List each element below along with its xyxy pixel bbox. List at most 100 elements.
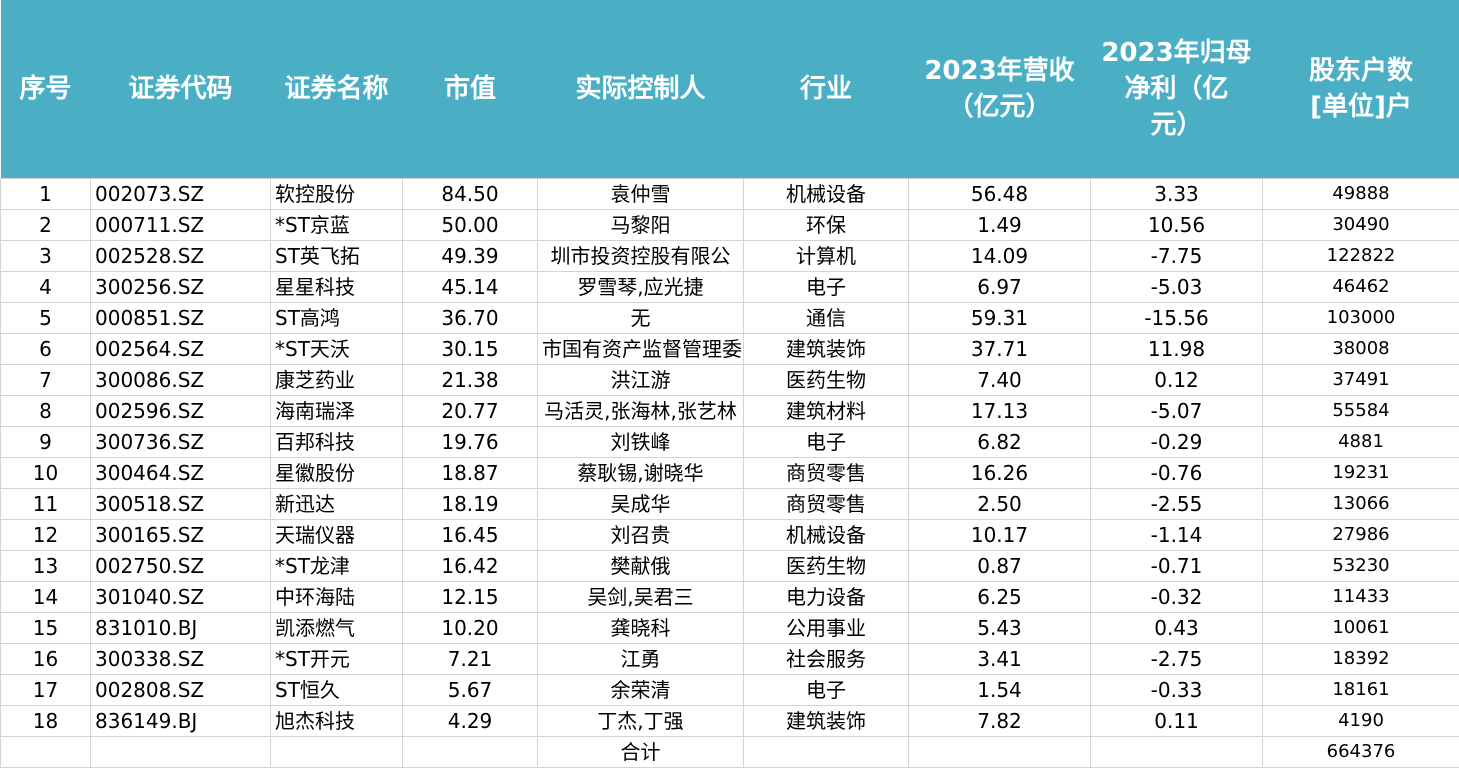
cell: 45.14 [402, 271, 538, 303]
cell: 20.77 [402, 395, 538, 427]
cell: 1 [0, 178, 91, 210]
header-cell: 证券代码 [90, 0, 271, 179]
cell: 002564.SZ [90, 333, 271, 365]
data-row: 6 002564.SZ *ST天沃 30.15 市国有资产监督管理委 建筑装饰 37.71 1… [0, 333, 1459, 365]
cell: 2.50 [908, 488, 1091, 520]
cell: 17.13 [908, 395, 1091, 427]
cell: 无 [537, 302, 744, 334]
cell: 18161 [1262, 674, 1459, 706]
cell: 圳市投资控股有限公 [537, 240, 744, 272]
cell: 1.54 [908, 674, 1091, 706]
cell: 300464.SZ [90, 457, 271, 489]
data-row: 3 002528.SZ ST英飞拓 49.39 圳市投资控股有限公 计算机 14.09 -7.… [0, 240, 1459, 272]
cell: 3.41 [908, 643, 1091, 675]
cell: 5.43 [908, 612, 1091, 644]
cell: 通信 [743, 302, 909, 334]
cell: 7 [0, 364, 91, 396]
cell: 建筑装饰 [743, 333, 909, 365]
cell [402, 736, 538, 768]
data-row: 12 300165.SZ 天瑞仪器 16.45 刘召贵 机械设备 10.17 -1.14 279… [0, 519, 1459, 551]
cell: 16 [0, 643, 91, 675]
cell: 1.49 [908, 209, 1091, 241]
cell: 10061 [1262, 612, 1459, 644]
cell: 002073.SZ [90, 178, 271, 210]
cell: 刘召贵 [537, 519, 744, 551]
cell: 机械设备 [743, 178, 909, 210]
cell: 000711.SZ [90, 209, 271, 241]
cell: 16.26 [908, 457, 1091, 489]
cell: 13066 [1262, 488, 1459, 520]
cell: -15.56 [1090, 302, 1263, 334]
cell: 30.15 [402, 333, 538, 365]
cell: 蔡耿锡,谢晓华 [537, 457, 744, 489]
total-row: 合计 664376 [0, 736, 1459, 768]
cell: 12 [0, 519, 91, 551]
cell: *ST京蓝 [270, 209, 403, 241]
cell: 海南瑞泽 [270, 395, 403, 427]
cell: ST高鸿 [270, 302, 403, 334]
cell: 余荣清 [537, 674, 744, 706]
cell: -5.03 [1090, 271, 1263, 303]
cell: 2 [0, 209, 91, 241]
cell: 马活灵,张海林,张艺林 [537, 395, 744, 427]
cell: 6.82 [908, 426, 1091, 458]
data-row: 9 300736.SZ 百邦科技 19.76 刘铁峰 电子 6.82 -0.29 4881 [0, 426, 1459, 458]
cell: 19231 [1262, 457, 1459, 489]
cell: 电子 [743, 271, 909, 303]
cell: -0.32 [1090, 581, 1263, 613]
cell: 4.29 [402, 705, 538, 737]
cell: 旭杰科技 [270, 705, 403, 737]
cell: 27986 [1262, 519, 1459, 551]
cell: -0.29 [1090, 426, 1263, 458]
cell: 5 [0, 302, 91, 334]
cell: -7.75 [1090, 240, 1263, 272]
cell: 5.67 [402, 674, 538, 706]
header-line: 2023年归母 [1101, 38, 1252, 68]
cell: 0.12 [1090, 364, 1263, 396]
data-row: 18 836149.BJ 旭杰科技 4.29 丁杰,丁强 建筑装饰 7.82 0.11 4190 [0, 705, 1459, 737]
cell: 4190 [1262, 705, 1459, 737]
cell: -0.71 [1090, 550, 1263, 582]
cell [90, 736, 271, 768]
data-row: 15 831010.BJ 凯添燃气 10.20 龚晓科 公用事业 5.43 0.43 10061 [0, 612, 1459, 644]
data-row: 17 002808.SZ ST恒久 5.67 余荣清 电子 1.54 -0.33 18161 [0, 674, 1459, 706]
cell: 新迅达 [270, 488, 403, 520]
cell: 市国有资产监督管理委 [537, 333, 744, 365]
cell: 电力设备 [743, 581, 909, 613]
cell: 17 [0, 674, 91, 706]
cell [743, 736, 909, 768]
cell: 38008 [1262, 333, 1459, 365]
header-line: 证券名称 [284, 74, 389, 104]
cell: 59.31 [908, 302, 1091, 334]
cell: 洪江游 [537, 364, 744, 396]
cell: 301040.SZ [90, 581, 271, 613]
cell: 8 [0, 395, 91, 427]
cell: 江勇 [537, 643, 744, 675]
cell: 4881 [1262, 426, 1459, 458]
cell: *ST龙津 [270, 550, 403, 582]
cell: 13 [0, 550, 91, 582]
cell: 10.20 [402, 612, 538, 644]
data-row: 14 301040.SZ 中环海陆 12.15 吴剑,吴君三 电力设备 6.25 -0.32 1… [0, 581, 1459, 613]
cell: ST恒久 [270, 674, 403, 706]
cell: 14.09 [908, 240, 1091, 272]
cell: 袁仲雪 [537, 178, 744, 210]
cell: 软控股份 [270, 178, 403, 210]
cell: 7.40 [908, 364, 1091, 396]
cell: 12.15 [402, 581, 538, 613]
cell: 樊献俄 [537, 550, 744, 582]
cell: 15 [0, 612, 91, 644]
header-cell: 实际控制人 [537, 0, 744, 179]
cell: 122822 [1262, 240, 1459, 272]
header-cell: 序号 [0, 0, 91, 179]
header-cell: 2023年归母 净利（亿 元） [1090, 0, 1263, 179]
cell: 7.21 [402, 643, 538, 675]
cell: 建筑装饰 [743, 705, 909, 737]
data-row: 2 000711.SZ *ST京蓝 50.00 马黎阳 环保 1.49 10.56 30490 [0, 209, 1459, 241]
cell: 53230 [1262, 550, 1459, 582]
cell: 医药生物 [743, 550, 909, 582]
cell: 46462 [1262, 271, 1459, 303]
cell: 10.56 [1090, 209, 1263, 241]
cell: -0.76 [1090, 457, 1263, 489]
cell: 300165.SZ [90, 519, 271, 551]
